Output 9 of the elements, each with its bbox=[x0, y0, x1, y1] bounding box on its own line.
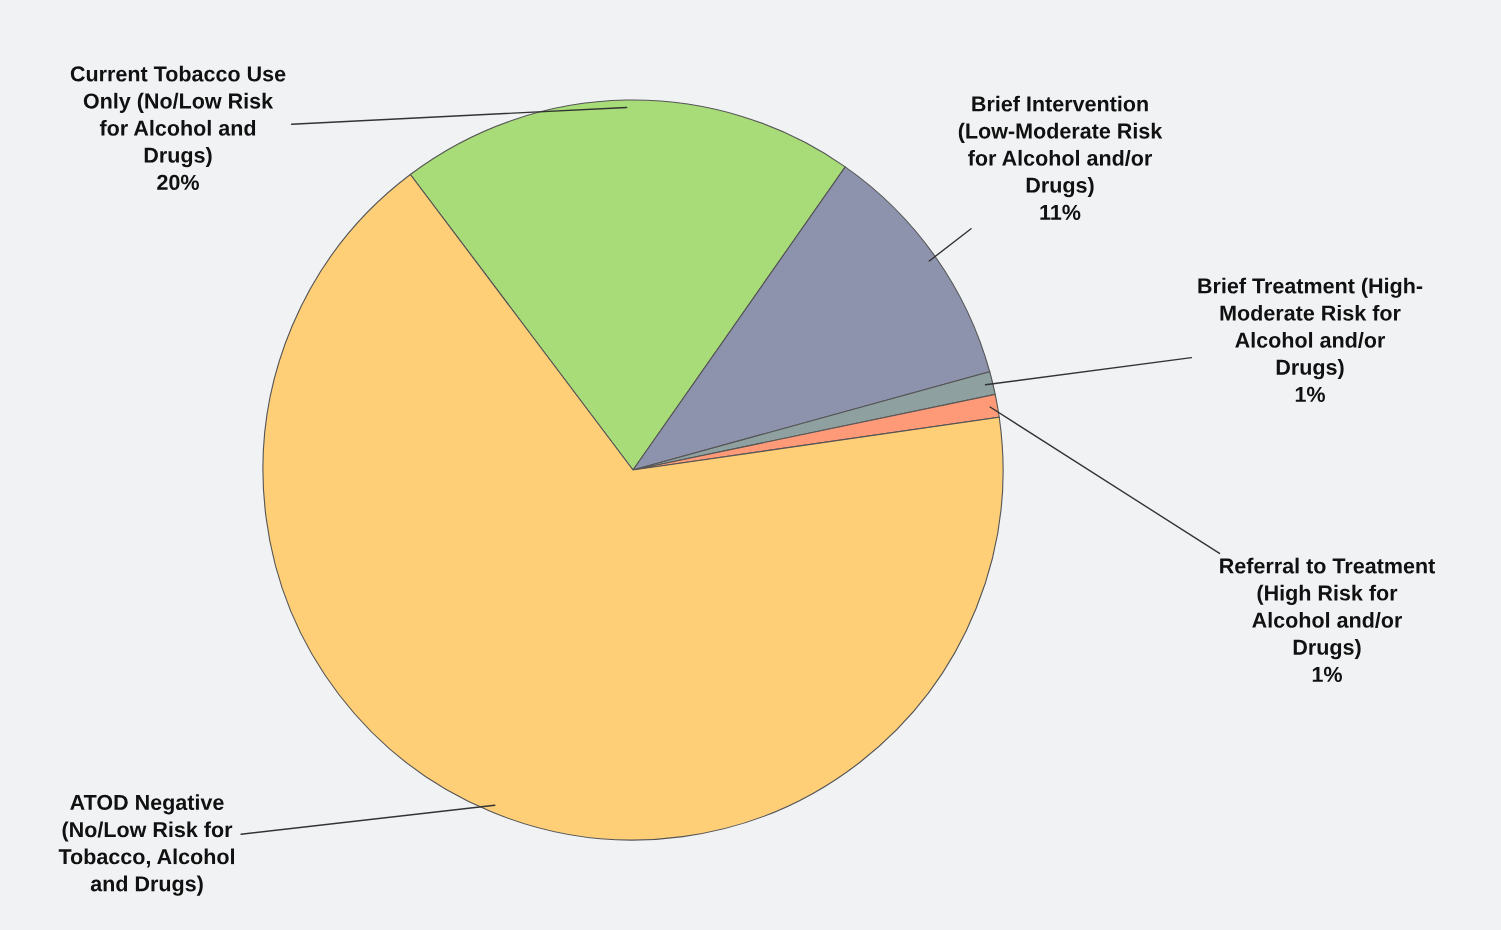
slice-label: Brief Intervention (Low-Moderate Risk for Alcohol and/or Drugs) bbox=[958, 95, 1163, 198]
slice-label: ATOD Negative (No/Low Risk for Tobacco, Alcohol and Drugs) bbox=[58, 794, 234, 896]
data-label: 1% bbox=[1295, 386, 1325, 403]
data-label: 11% bbox=[1040, 204, 1081, 220]
data-label: 20% bbox=[157, 174, 199, 190]
slice-label: Current Tobacco Use Only (No/Low Risk for Alcohol and Drugs) bbox=[70, 65, 286, 168]
data-label: 1% bbox=[1312, 666, 1342, 683]
slice-label: Referral to Treatment (High Risk for Alcohol and/or Drugs) bbox=[1220, 557, 1436, 660]
slice-label: Brief Treatment (High- Moderate Risk for Alcohol and/or Drugs) bbox=[1198, 277, 1423, 380]
